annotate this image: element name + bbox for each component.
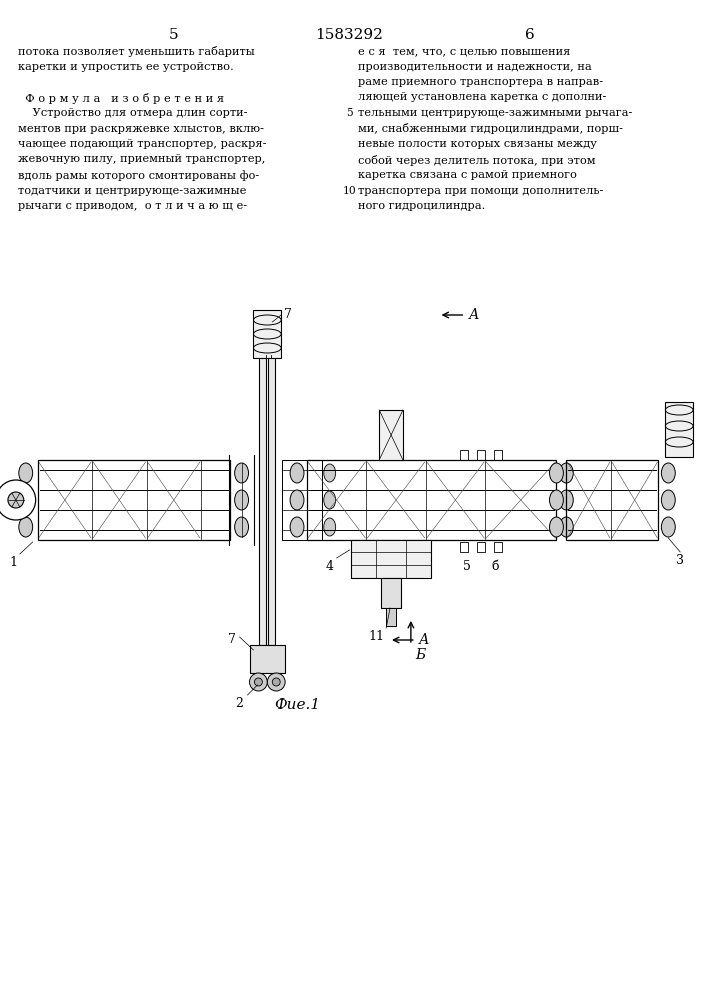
Bar [460, 542, 468, 552]
Text: тельными центрирующе-зажимными рычага-: тельными центрирующе-зажимными рычага- [358, 108, 633, 118]
Text: 10: 10 [343, 186, 356, 196]
Bar [269, 355, 275, 645]
Bar [477, 450, 485, 460]
Text: А: А [468, 308, 479, 322]
Text: невые полости которых связаны между: невые полости которых связаны между [358, 139, 597, 149]
Text: 5: 5 [346, 108, 353, 118]
Bar [250, 645, 285, 673]
Ellipse shape [19, 517, 33, 537]
Bar [379, 410, 403, 460]
Text: ментов при раскряжевке хлыстов, вклю-: ментов при раскряжевке хлыстов, вклю- [18, 123, 264, 133]
Text: чающее подающий транспортер, раскря-: чающее подающий транспортер, раскря- [18, 139, 267, 149]
Ellipse shape [255, 678, 262, 686]
Bar [381, 578, 401, 608]
Bar [477, 542, 485, 552]
Ellipse shape [324, 491, 336, 509]
Text: Фue.1: Фue.1 [274, 698, 320, 712]
Bar [460, 450, 468, 460]
Text: 1: 1 [10, 556, 18, 569]
Text: ми, снабженными гидроцилиндрами, порш-: ми, снабженными гидроцилиндрами, порш- [358, 123, 624, 134]
Ellipse shape [290, 517, 304, 537]
Text: 7: 7 [228, 633, 235, 646]
Text: ляющей установлена каретка с дополни-: ляющей установлена каретка с дополни- [358, 93, 607, 103]
Ellipse shape [235, 463, 249, 483]
Text: Б: Б [415, 648, 425, 662]
Bar [494, 450, 502, 460]
Bar [37, 460, 230, 540]
Ellipse shape [549, 490, 563, 510]
Ellipse shape [250, 673, 267, 691]
Text: Устройство для отмера длин сорти-: Устройство для отмера длин сорти- [18, 108, 247, 118]
Ellipse shape [19, 463, 33, 483]
Bar [307, 460, 556, 540]
Ellipse shape [19, 490, 33, 510]
Text: 3: 3 [676, 554, 684, 567]
Bar [386, 608, 396, 626]
Text: А: А [419, 633, 429, 647]
Text: каретка связана с рамой приемного: каретка связана с рамой приемного [358, 170, 578, 180]
Text: тодатчики и центрирующе-зажимные: тодатчики и центрирующе-зажимные [18, 186, 246, 196]
Text: производительности и надежности, на: производительности и надежности, на [358, 62, 592, 72]
Text: рычаги с приводом,  о т л и ч а ю щ е-: рычаги с приводом, о т л и ч а ю щ е- [18, 201, 247, 211]
Ellipse shape [324, 464, 336, 482]
Ellipse shape [290, 463, 304, 483]
Ellipse shape [661, 463, 675, 483]
Text: каретки и упростить ее устройство.: каретки и упростить ее устройство. [18, 62, 233, 72]
Ellipse shape [8, 492, 24, 508]
Ellipse shape [549, 517, 563, 537]
Text: 5: 5 [168, 28, 178, 42]
Text: ного гидроцилиндра.: ного гидроцилиндра. [358, 201, 486, 211]
Ellipse shape [559, 490, 573, 510]
Text: транспортера при помощи дополнитель-: транспортера при помощи дополнитель- [358, 186, 604, 196]
Ellipse shape [267, 673, 285, 691]
Text: жевочную пилу, приемный транспортер,: жевочную пилу, приемный транспортер, [18, 154, 265, 164]
Ellipse shape [235, 517, 249, 537]
Text: потока позволяет уменьшить габариты: потока позволяет уменьшить габариты [18, 46, 255, 57]
Ellipse shape [235, 490, 249, 510]
Ellipse shape [0, 480, 35, 520]
Text: 4: 4 [326, 560, 334, 573]
Bar [494, 542, 502, 552]
Ellipse shape [272, 678, 280, 686]
Bar [254, 310, 281, 358]
Ellipse shape [290, 490, 304, 510]
Bar [282, 460, 322, 540]
Ellipse shape [324, 518, 336, 536]
Bar [665, 402, 693, 457]
Text: 11: 11 [368, 630, 384, 643]
Text: 2: 2 [235, 697, 243, 710]
Text: 7: 7 [284, 308, 292, 321]
Ellipse shape [549, 463, 563, 483]
Text: собой через делитель потока, при этом: собой через делитель потока, при этом [358, 154, 596, 165]
Text: раме приемного транспортера в направ-: раме приемного транспортера в направ- [358, 77, 604, 87]
Bar [351, 540, 431, 578]
Ellipse shape [661, 517, 675, 537]
Text: б: б [491, 560, 499, 573]
Text: е с я  тем, что, с целью повышения: е с я тем, что, с целью повышения [358, 46, 571, 56]
Text: 6: 6 [525, 28, 534, 42]
Bar [566, 460, 658, 540]
Text: Ф о р м у л а   и з о б р е т е н и я: Ф о р м у л а и з о б р е т е н и я [18, 93, 224, 104]
Text: 1583292: 1583292 [315, 28, 383, 42]
Text: 5: 5 [463, 560, 472, 573]
Ellipse shape [559, 517, 573, 537]
Bar [259, 355, 267, 645]
Ellipse shape [661, 490, 675, 510]
Text: вдоль рамы которого смонтированы фо-: вдоль рамы которого смонтированы фо- [18, 170, 259, 181]
Ellipse shape [559, 463, 573, 483]
